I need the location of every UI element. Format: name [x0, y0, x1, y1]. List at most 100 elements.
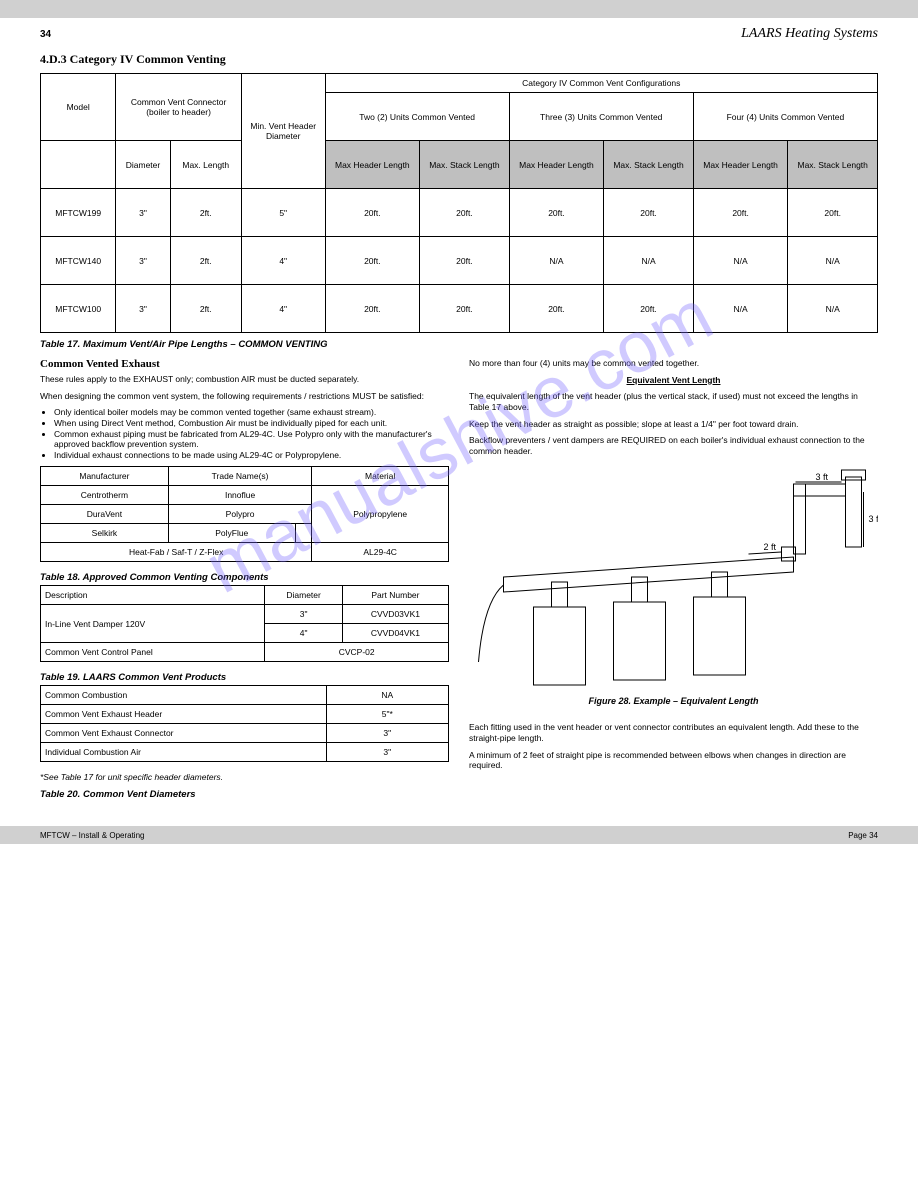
col-config-header: Category IV Common Vent Configurations — [325, 74, 877, 93]
bottom-bar: MFTCW – Install & Operating Page 34 — [0, 826, 918, 844]
list-item: Only identical boiler models may be comm… — [54, 407, 449, 418]
cell: MFTCW100 — [41, 285, 116, 333]
cell: 3" — [116, 237, 170, 285]
sub-four: Four (4) Units Common Vented — [693, 93, 877, 141]
cell: Max. Stack Length — [788, 141, 878, 189]
cell: MFTCW199 — [41, 189, 116, 237]
cell: 20ft. — [325, 189, 420, 237]
left-para2: When designing the common vent system, t… — [40, 391, 449, 402]
col-model: Model — [41, 74, 116, 141]
page-number: 34 — [40, 29, 51, 40]
right-para5: A minimum of 2 feet of straight pipe is … — [469, 750, 878, 771]
cell: Polypro — [168, 505, 312, 524]
right-para4: Each fitting used in the vent header or … — [469, 722, 878, 743]
sub-two: Two (2) Units Common Vented — [325, 93, 509, 141]
table-row: MFTCW140 3" 2ft. 4" 20ft. 20ft. N/A N/A … — [41, 237, 878, 285]
cell: Max Header Length — [325, 141, 420, 189]
figure-caption: Figure 28. Example – Equivalent Length — [469, 696, 878, 706]
cell: CVVD04VK1 — [342, 624, 448, 643]
table-d: Common Combustion NA Common Vent Exhaust… — [40, 685, 449, 762]
cell: Material — [312, 467, 449, 486]
cell: AL29-4C — [312, 543, 449, 562]
dim-top: 3 ft — [816, 472, 829, 482]
table-row: In-Line Vent Damper 120V 3" CVVD03VK1 — [41, 605, 449, 624]
dim-lower: 2 ft — [764, 542, 777, 552]
formula-label: Equivalent Vent Length — [469, 375, 878, 386]
footer-left: MFTCW – Install & Operating — [40, 831, 144, 840]
cell: Selkirk — [41, 524, 169, 543]
cell: Max. Stack Length — [420, 141, 510, 189]
cell — [295, 524, 312, 543]
cell: DuraVent — [41, 505, 169, 524]
cell: 2ft. — [170, 285, 241, 333]
cell: Polypropylene — [312, 486, 449, 543]
cell: CVCP-02 — [265, 643, 449, 662]
cell: PolyFlue — [168, 524, 295, 543]
table-row: Diameter Max. Length Max Header Length M… — [41, 141, 878, 189]
table-a-caption: Table 17. Maximum Vent/Air Pipe Lengths … — [40, 339, 878, 350]
table-a: Model Common Vent Connector (boiler to h… — [40, 73, 878, 333]
cell: MFTCW140 — [41, 237, 116, 285]
cell: 2ft. — [170, 189, 241, 237]
cell: N/A — [693, 285, 788, 333]
table-row: Common Vent Control Panel CVCP-02 — [41, 643, 449, 662]
right-para3: Backflow preventers / vent dampers are R… — [469, 435, 878, 456]
table-row: Common Vent Exhaust Connector 3" — [41, 724, 449, 743]
right-para1: No more than four (4) units may be commo… — [469, 358, 878, 369]
header-row: 34 LAARS Heating Systems — [40, 26, 878, 42]
cell: In-Line Vent Damper 120V — [41, 605, 265, 643]
cell: N/A — [604, 237, 694, 285]
table-c: Description Diameter Part Number In-Line… — [40, 585, 449, 662]
cell: NA — [326, 686, 448, 705]
col-connector: Common Vent Connector (boiler to header) — [116, 74, 242, 141]
cell: 5"* — [326, 705, 448, 724]
cell: 20ft. — [509, 189, 604, 237]
cell: Part Number — [342, 586, 448, 605]
table-row: Heat-Fab / Saf-T / Z-Flex AL29-4C — [41, 543, 449, 562]
cell: Manufacturer — [41, 467, 169, 486]
figure-28: 3 ft 3 ft 2 ft Figure 28. Example – Equi… — [469, 462, 878, 722]
left-subtitle: Common Vented Exhaust — [40, 358, 449, 370]
cell: Common Vent Exhaust Header — [41, 705, 327, 724]
dim-right: 3 ft — [869, 514, 879, 524]
cell: N/A — [788, 285, 878, 333]
table-row: Individual Combustion Air 3" — [41, 743, 449, 762]
table-row: MFTCW100 3" 2ft. 4" 20ft. 20ft. 20ft. 20… — [41, 285, 878, 333]
footer-right: Page 34 — [848, 831, 878, 840]
brand-name: LAARS Heating Systems — [741, 26, 878, 42]
list-item: Individual exhaust connections to be mad… — [54, 450, 449, 461]
cell: 3" — [326, 724, 448, 743]
two-columns: Common Vented Exhaust These rules apply … — [40, 358, 878, 802]
cell: Max Header Length — [509, 141, 604, 189]
table-d-caption: Table 20. Common Vent Diameters — [40, 789, 449, 800]
cell: 20ft. — [604, 285, 694, 333]
cell: Trade Name(s) — [168, 467, 312, 486]
table-row: Description Diameter Part Number — [41, 586, 449, 605]
cell: Max. Stack Length — [604, 141, 694, 189]
cell: N/A — [788, 237, 878, 285]
cell: 3" — [265, 605, 342, 624]
top-bar — [0, 0, 918, 18]
cell: 20ft. — [509, 285, 604, 333]
vent-diagram-icon: 3 ft 3 ft 2 ft — [469, 462, 878, 692]
table-b: Manufacturer Trade Name(s) Material Cent… — [40, 466, 449, 562]
cell: Common Vent Exhaust Connector — [41, 724, 327, 743]
right-formula-text: The equivalent length of the vent header… — [469, 391, 878, 412]
cell: 2ft. — [170, 237, 241, 285]
cell: 4" — [241, 237, 325, 285]
right-column: No more than four (4) units may be commo… — [469, 358, 878, 802]
cell: 3" — [326, 743, 448, 762]
cell: Max. Length — [170, 141, 241, 189]
left-para1: These rules apply to the EXHAUST only; c… — [40, 374, 449, 385]
cell: 20ft. — [420, 189, 510, 237]
table-row: Centrotherm Innoflue Polypropylene — [41, 486, 449, 505]
cell: 20ft. — [325, 237, 420, 285]
section-title: 4.D.3 Category IV Common Venting — [40, 52, 878, 67]
table-row: Common Vent Exhaust Header 5"* — [41, 705, 449, 724]
col-min-header: Min. Vent Header Diameter — [241, 74, 325, 189]
cell: CVVD03VK1 — [342, 605, 448, 624]
cell: 20ft. — [420, 285, 510, 333]
cell: Centrotherm — [41, 486, 169, 505]
table-c-caption: Table 19. LAARS Common Vent Products — [40, 672, 449, 683]
cell: N/A — [509, 237, 604, 285]
